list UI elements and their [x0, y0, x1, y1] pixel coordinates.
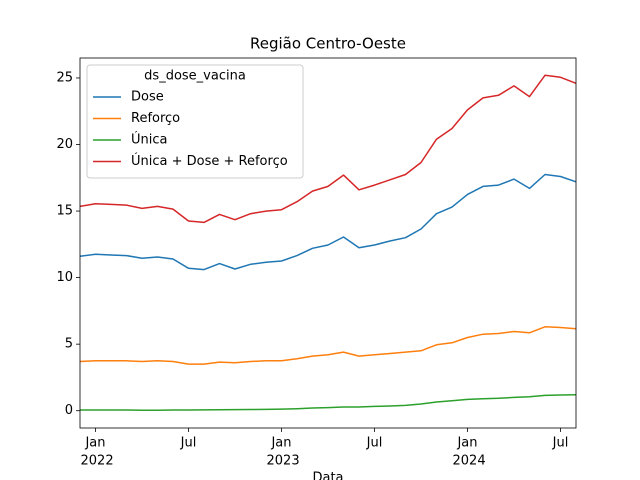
x-tick-label: Jul [366, 436, 383, 451]
x-tick-label: Jan [84, 436, 105, 451]
legend-box [86, 64, 304, 179]
x-tick-label: Jul [180, 436, 197, 451]
legend-label: Única [131, 132, 167, 148]
data-line [79, 74, 577, 224]
data-line [80, 393, 577, 411]
legend-title: ds_dose_vacina [144, 69, 246, 84]
y-tick-label: 15 [56, 204, 73, 219]
data-line [79, 173, 577, 271]
y-tick-label: 25 [56, 70, 73, 85]
legend-label: Reforço [131, 111, 180, 126]
y-tick-label: 5 [65, 337, 73, 352]
x-tick-label: Jul [552, 436, 569, 451]
x-axis-label: Data [312, 471, 343, 480]
y-tick-label: 10 [56, 270, 73, 285]
x-tick-label: 2024 [453, 454, 486, 469]
legend-label: Única + Dose + Reforço [131, 153, 288, 169]
x-tick-label: 2023 [267, 454, 300, 469]
y-tick-label: 20 [56, 137, 73, 152]
x-tick-label: 2022 [81, 454, 114, 469]
x-tick-label: Jan [456, 436, 477, 451]
x-tick-label: Jan [270, 436, 291, 451]
y-tick-label: 0 [65, 403, 73, 418]
chart-title: Região Centro-Oeste [250, 35, 406, 53]
legend-label: Dose [131, 90, 164, 105]
plot-frame [79, 57, 577, 429]
data-line [79, 326, 577, 365]
